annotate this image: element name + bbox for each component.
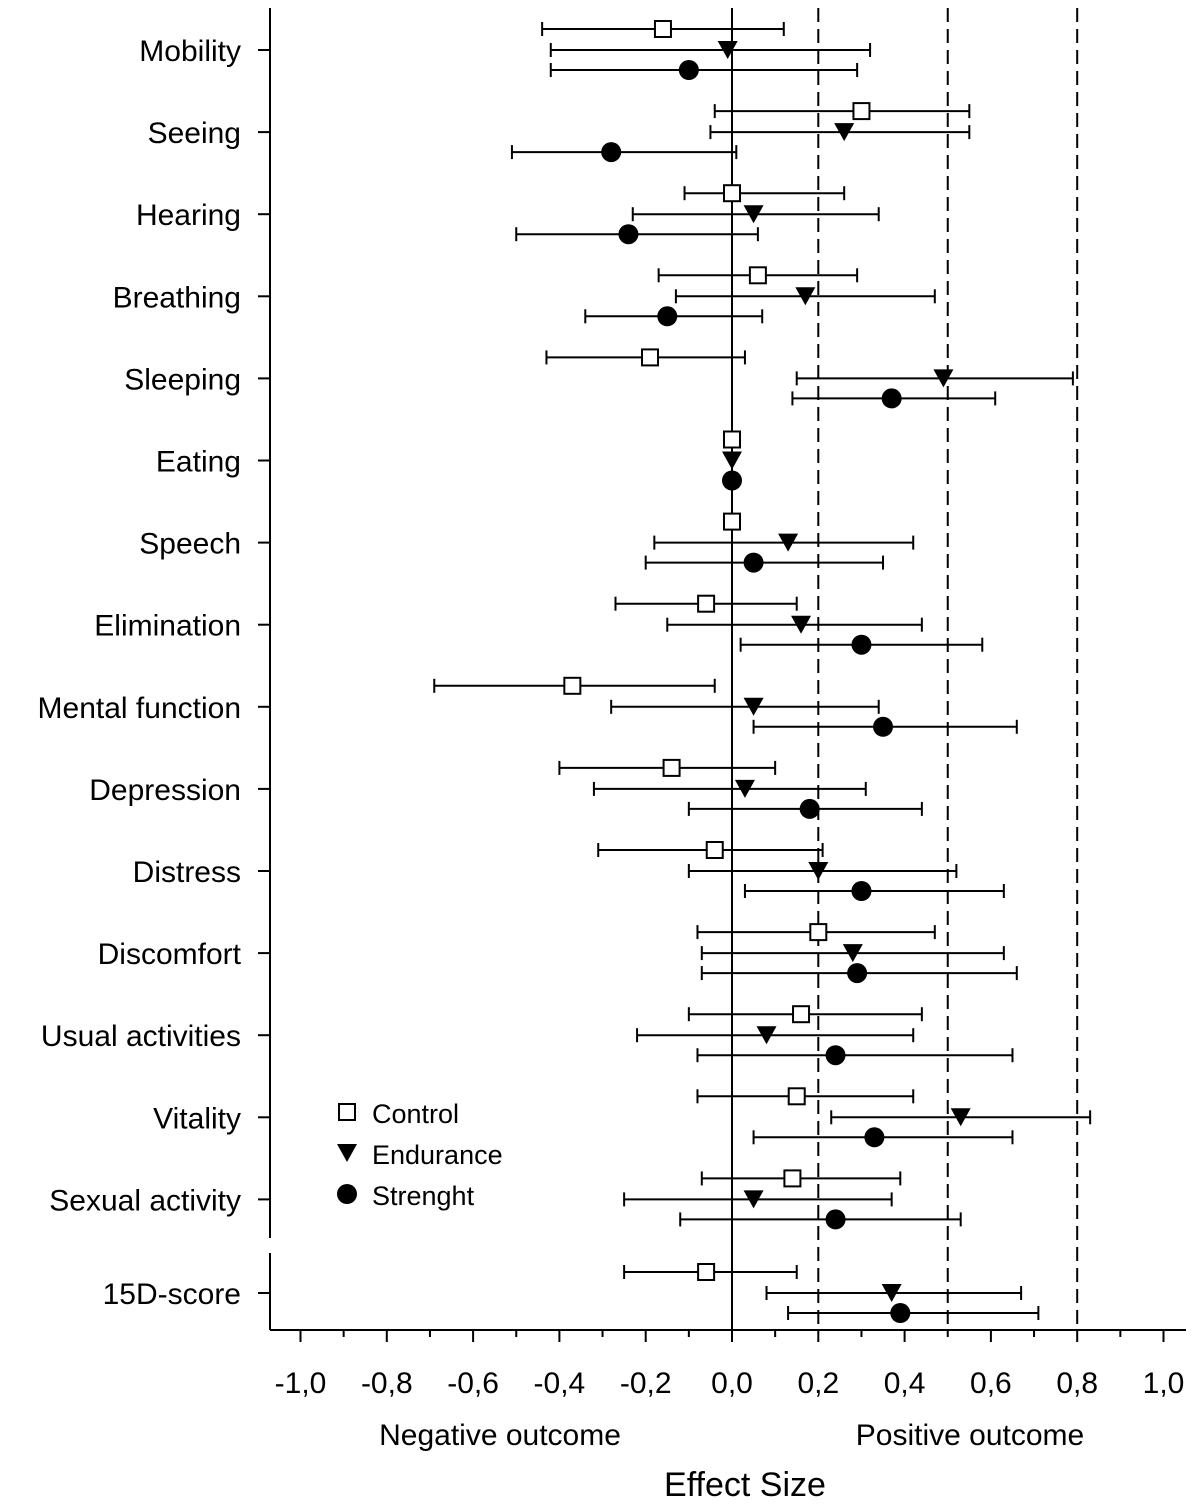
strenght-point: [851, 881, 872, 901]
category-label: Speech: [139, 528, 241, 561]
endurance-point: [743, 1190, 764, 1209]
endurance-point: [808, 862, 829, 880]
strenght-point: [678, 60, 699, 80]
category-label: Sexual activity: [49, 1184, 241, 1217]
strenght-point: [890, 1303, 911, 1323]
strenght-point: [825, 1209, 846, 1230]
category-label: Discomfort: [98, 938, 242, 971]
reference-lines: [731, 8, 1079, 1330]
control-point: [723, 430, 741, 449]
endurance-point: [722, 451, 742, 470]
endurance-point: [743, 697, 764, 716]
control-point: [792, 1005, 811, 1024]
endurance-point: [778, 533, 799, 552]
legend-label-control: Control: [372, 1099, 459, 1129]
strenght-point: [825, 1045, 846, 1066]
category-label: Vitality: [153, 1102, 241, 1135]
control-point: [852, 102, 871, 121]
category-label: Hearing: [136, 199, 241, 232]
x-tick-label: 0,2: [797, 1367, 839, 1400]
endurance-point: [791, 615, 812, 634]
control-point: [697, 594, 716, 613]
endurance-point: [743, 205, 764, 224]
x-tick-label: 0,6: [970, 1367, 1012, 1400]
endurance-point: [717, 41, 738, 59]
x-tick-label: 0,8: [1056, 1367, 1098, 1400]
category-label: Seeing: [148, 117, 241, 150]
control-point: [809, 923, 828, 942]
endurance-point: [795, 287, 816, 306]
strenght-point: [864, 1127, 885, 1148]
category-label: Mobility: [139, 35, 241, 68]
strenght-point: [601, 142, 622, 163]
control-point: [723, 512, 741, 531]
strenght-point: [722, 470, 742, 491]
x-axis-title: Effect Size: [664, 1466, 826, 1504]
x-tick-label: 1,0: [1143, 1367, 1185, 1400]
legend: Control Endurance Strenght: [337, 1099, 503, 1211]
legend-label-endurance: Endurance: [372, 1140, 503, 1170]
x-tick-label: -0,2: [620, 1367, 672, 1400]
axes-layer: [258, 8, 1186, 1342]
endurance-point: [933, 369, 954, 388]
strenght-point: [743, 552, 764, 573]
control-point: [787, 1087, 806, 1106]
control-point: [723, 184, 741, 203]
positive-outcome-label: Positive outcome: [856, 1419, 1084, 1452]
strenght-point: [799, 798, 820, 819]
legend-marker-control: [338, 1103, 356, 1121]
strenght-point: [873, 716, 894, 737]
endurance-point: [756, 1026, 777, 1045]
x-tick-label: -0,8: [361, 1367, 413, 1400]
control-point: [653, 20, 672, 38]
x-tick-label: -1,0: [275, 1367, 327, 1400]
control-point: [563, 676, 582, 695]
legend-label-strenght: Strenght: [372, 1181, 475, 1211]
category-label: Eating: [156, 446, 241, 479]
x-tick-label: 0,4: [884, 1367, 926, 1400]
strenght-point: [618, 224, 639, 245]
category-label: Elimination: [94, 610, 241, 643]
control-point: [705, 841, 724, 859]
strenght-point: [657, 306, 678, 327]
control-point: [748, 266, 767, 285]
endurance-point: [950, 1108, 971, 1127]
endurance-point: [842, 944, 863, 963]
control-point: [641, 348, 660, 367]
x-tick-label: -0,6: [447, 1367, 499, 1400]
legend-marker-strenght: [337, 1184, 357, 1204]
endurance-point: [834, 123, 855, 142]
category-label: Mental function: [38, 692, 241, 725]
strenght-point: [881, 388, 902, 409]
control-point: [783, 1169, 802, 1188]
category-label: Distress: [133, 856, 241, 889]
negative-outcome-label: Negative outcome: [379, 1419, 621, 1452]
category-label: Depression: [89, 774, 241, 807]
category-label: Usual activities: [41, 1020, 241, 1053]
axis-text: -1,0 -0,8 -0,6 -0,4 -0,2 0,0 0,2 0,4 0,6 0,8 1,0 Mo…: [38, 35, 1185, 1400]
control-point: [697, 1263, 716, 1281]
category-label: Sleeping: [124, 363, 241, 396]
data-marks: [433, 20, 1092, 1323]
legend-marker-endurance: [337, 1144, 357, 1162]
strenght-point: [847, 963, 868, 984]
endurance-point: [881, 1284, 902, 1302]
x-tick-label: -0,4: [534, 1367, 586, 1400]
category-label: Breathing: [113, 281, 241, 314]
endurance-point: [734, 779, 755, 798]
category-label: 15D-score: [103, 1278, 241, 1311]
strenght-point: [851, 634, 872, 655]
control-point: [662, 758, 681, 777]
x-tick-label: 0,0: [711, 1367, 753, 1400]
